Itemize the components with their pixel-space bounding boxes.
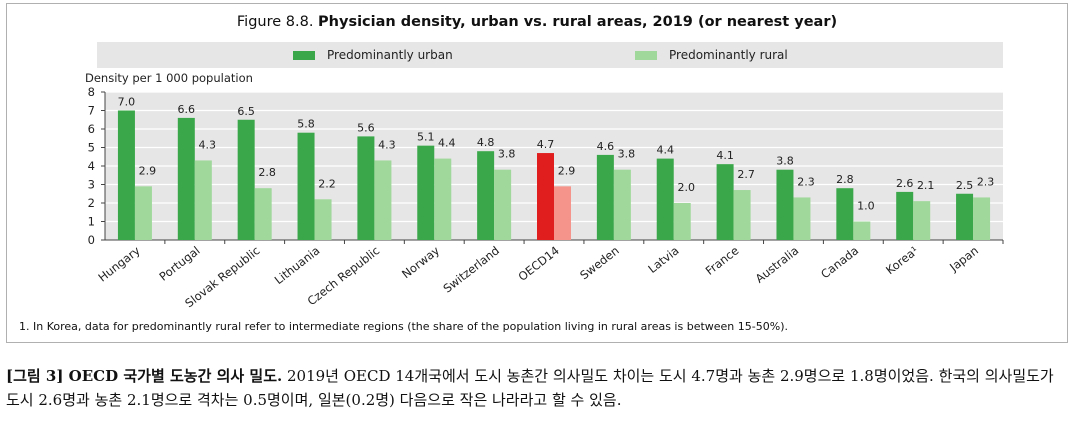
bar-urban-6 (477, 151, 495, 240)
data-label-rural-11: 2.3 (797, 175, 815, 188)
bar-urban-10 (716, 164, 734, 240)
y-tick-label: 0 (88, 233, 95, 247)
bar-rural-13 (913, 201, 931, 240)
caption-body: 2019년 OECD 14개국에서 도시 농촌간 의사밀도 차이는 도시 4.7… (6, 367, 1054, 409)
data-label-urban-3: 5.8 (297, 118, 315, 131)
data-label-urban-4: 5.6 (357, 121, 375, 134)
x-tick-label-8: Sweden (577, 243, 621, 282)
x-tick-label-7: OECD14 (516, 243, 562, 283)
x-tick-label-14: Japan (946, 243, 981, 274)
x-tick-label-10: France (703, 243, 742, 278)
bar-rural-3 (314, 199, 332, 240)
bar-urban-9 (656, 158, 674, 240)
y-tick-label: 6 (88, 122, 95, 136)
y-axis-label: Density per 1 000 population (85, 71, 253, 85)
x-tick-label-3: Lithuania (272, 243, 323, 287)
y-tick-label: 3 (88, 178, 95, 192)
legend-item-rural: Predominantly rural (635, 47, 788, 63)
y-tick-label: 4 (88, 159, 95, 173)
data-label-urban-0: 7.0 (118, 96, 136, 109)
data-label-rural-14: 2.3 (977, 175, 995, 188)
caption-title: [그림 3] OECD 국가별 도농간 의사 밀도. (6, 367, 283, 385)
bar-rural-6 (494, 169, 512, 240)
bar-rural-0 (134, 186, 152, 240)
y-tick-label: 8 (88, 85, 95, 99)
bar-chart: Density per 1 000 population 0 1 2 3 4 5 6 7 8 7.0… (85, 71, 1004, 310)
x-tick-label-5: Norway (399, 243, 442, 281)
data-label-rural-8: 3.8 (618, 148, 636, 161)
caption: [그림 3] OECD 국가별 도농간 의사 밀도. 2019년 OECD 14… (6, 364, 1068, 412)
bar-urban-12 (836, 188, 854, 240)
bar-urban-14 (956, 193, 974, 240)
bar-urban-2 (237, 119, 255, 240)
data-label-rural-12: 1.0 (857, 200, 875, 213)
data-label-urban-11: 3.8 (776, 155, 794, 168)
data-label-rural-9: 2.0 (677, 181, 695, 194)
data-label-urban-5: 5.1 (417, 131, 435, 144)
legend-label-urban: Predominantly urban (327, 48, 453, 62)
data-label-rural-1: 4.3 (199, 138, 217, 151)
data-label-rural-3: 2.2 (318, 177, 336, 190)
figure-title-text: Physician density, urban vs. rural areas… (318, 14, 838, 30)
bar-rural-11 (793, 197, 811, 240)
data-label-rural-10: 2.7 (737, 168, 755, 181)
data-label-urban-10: 4.1 (716, 149, 734, 162)
bar-rural-1 (194, 160, 212, 240)
data-label-urban-12: 2.8 (836, 173, 854, 186)
data-label-rural-6: 3.8 (498, 148, 516, 161)
bar-urban-1 (177, 117, 195, 240)
bar-rural-10 (733, 190, 751, 240)
data-label-urban-9: 4.4 (656, 144, 674, 157)
bar-rural-5 (434, 158, 452, 240)
y-tick-label: 7 (88, 104, 95, 118)
bar-urban-5 (417, 145, 435, 240)
data-label-urban-7: 4.7 (537, 138, 555, 151)
y-tick-label: 5 (88, 141, 95, 155)
data-label-urban-14: 2.5 (956, 179, 974, 192)
data-label-urban-1: 6.6 (178, 103, 196, 116)
chart-legend: Predominantly urban Predominantly rural (97, 42, 1003, 68)
data-label-rural-0: 2.9 (139, 164, 157, 177)
bar-urban-8 (596, 154, 614, 240)
data-label-urban-8: 4.6 (597, 140, 615, 153)
figure-title: Figure 8.8. Physician density, urban vs.… (7, 14, 1067, 30)
legend-swatch-urban (293, 50, 315, 60)
legend-label-rural: Predominantly rural (669, 48, 788, 62)
bar-rural-7 (554, 186, 571, 240)
bar-rural-14 (973, 197, 991, 240)
legend-swatch-rural (635, 50, 657, 60)
bar-urban-13 (896, 191, 914, 240)
bar-urban-4 (357, 136, 375, 240)
figure-frame: Figure 8.8. Physician density, urban vs.… (6, 3, 1068, 343)
legend-item-urban: Predominantly urban (293, 47, 453, 63)
y-tick-label: 2 (88, 196, 95, 210)
data-label-rural-2: 2.8 (258, 166, 276, 179)
data-label-rural-7: 2.9 (558, 164, 576, 177)
figure-title-prefix: Figure 8.8. (236, 14, 314, 30)
bar-urban-3 (297, 132, 315, 240)
figure-footnote: 1. In Korea, data for predominantly rura… (19, 320, 788, 333)
data-label-urban-2: 6.5 (237, 105, 255, 118)
x-tick-label-1: Portugal (156, 243, 202, 283)
data-label-urban-6: 4.8 (477, 136, 495, 149)
bar-rural-2 (254, 188, 272, 240)
bar-rural-9 (673, 203, 691, 240)
bar-urban-7 (537, 153, 554, 240)
x-tick-label-9: Latvia (645, 243, 681, 276)
x-tick-label-12: Canada (818, 243, 861, 281)
data-label-urban-13: 2.6 (896, 177, 914, 190)
data-label-rural-5: 4.4 (438, 137, 456, 150)
bar-urban-0 (117, 110, 135, 240)
data-label-rural-4: 4.3 (378, 138, 396, 151)
bar-urban-11 (776, 169, 794, 240)
x-tick-label-13: Korea¹ (883, 243, 921, 277)
x-tick-label-11: Australia (753, 243, 802, 285)
bar-rural-12 (853, 221, 871, 240)
x-tick-label-6: Switzerland (440, 243, 501, 295)
bar-rural-8 (613, 169, 631, 240)
data-label-rural-13: 2.1 (917, 179, 935, 192)
bar-rural-4 (374, 160, 392, 240)
y-tick-label: 1 (88, 215, 95, 229)
x-tick-label-0: Hungary (95, 243, 142, 284)
